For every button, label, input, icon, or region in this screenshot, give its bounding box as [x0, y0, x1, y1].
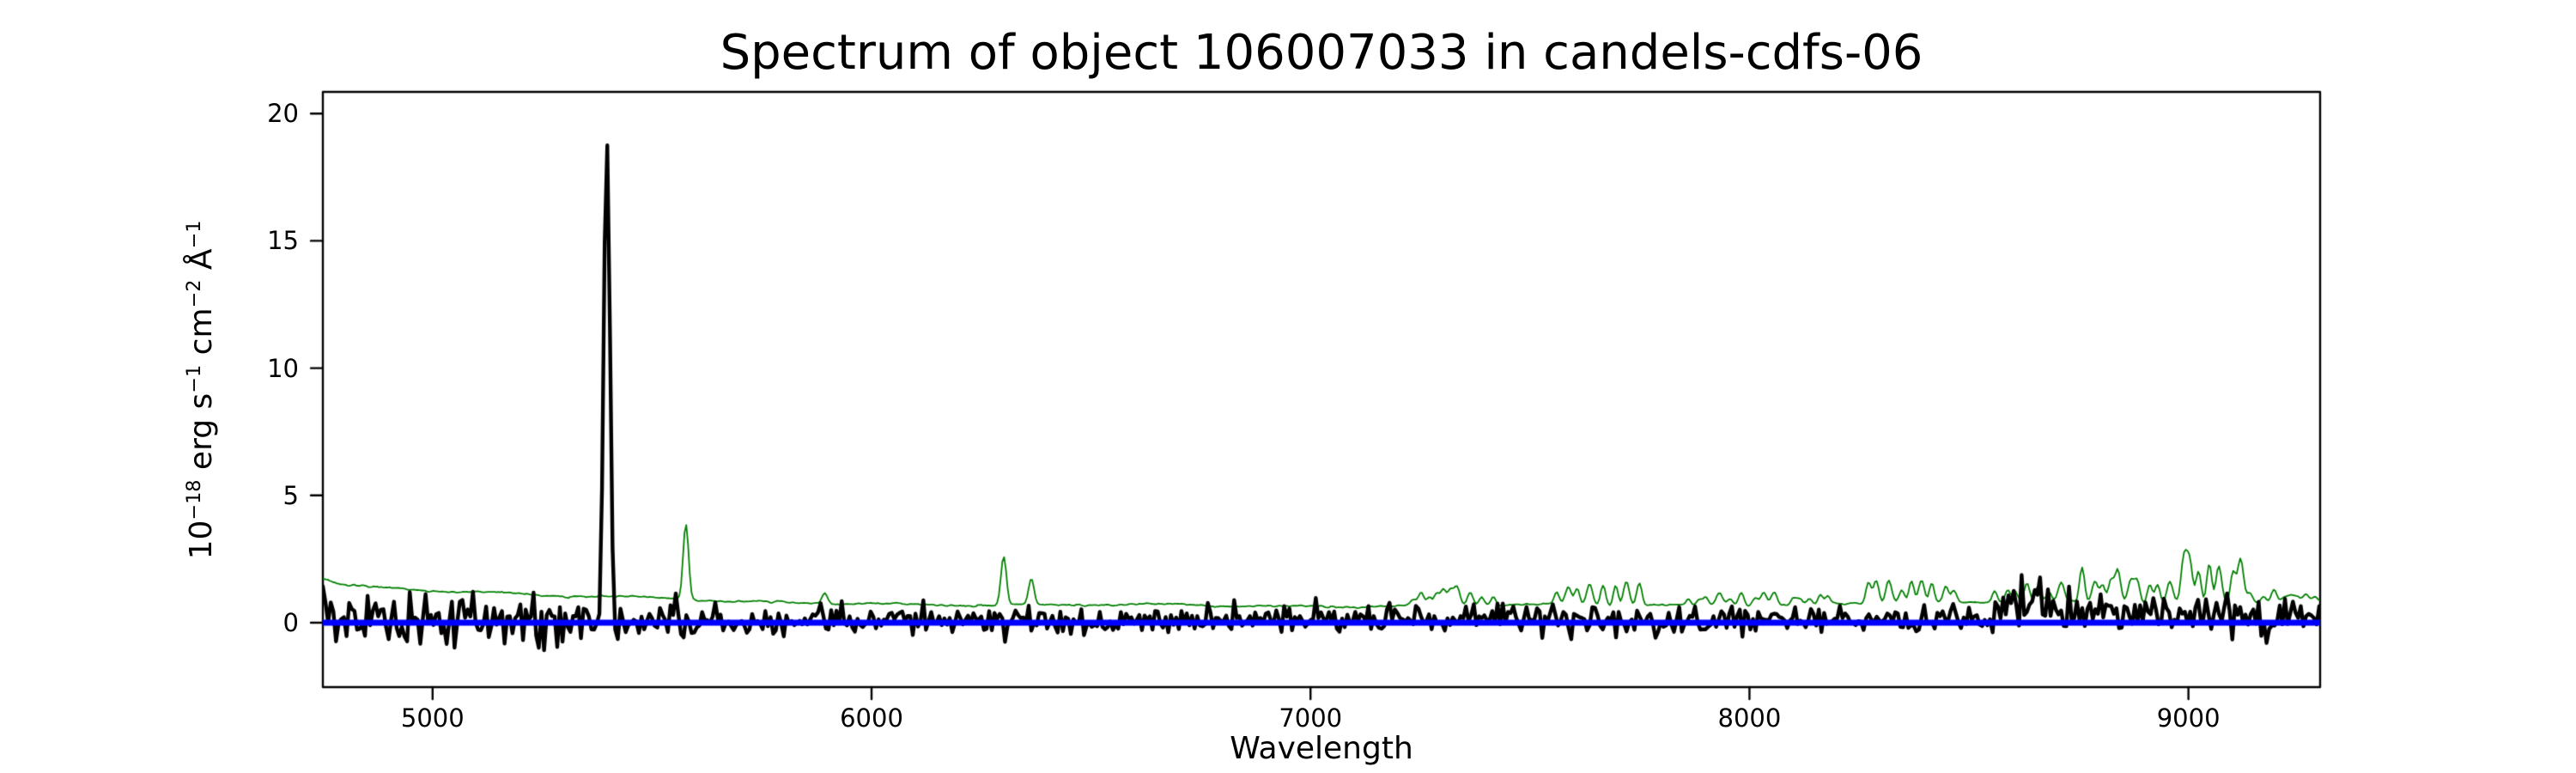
- y-axis-label-segment: erg s: [184, 393, 219, 480]
- x-tick-label-6000: 6000: [840, 703, 903, 733]
- chart-title: Spectrum of object 106007033 in candels-…: [720, 25, 1923, 81]
- x-tick-label-5000: 5000: [400, 703, 465, 733]
- y-tick-label-15: 15: [267, 226, 299, 256]
- y-axis-label-segment: 10: [184, 520, 219, 560]
- x-tick-label-9000: 9000: [2156, 703, 2221, 733]
- x-axis-label: Wavelength: [1230, 731, 1413, 766]
- y-axis-label-segment: −2: [183, 279, 205, 308]
- y-axis-label: 10−18 erg s−1 cm−2 Å−1: [174, 89, 219, 691]
- x-tick-label-8000: 8000: [1717, 703, 1782, 733]
- y-tick-label-5: 5: [283, 480, 299, 510]
- y-tick-label-0: 0: [283, 608, 299, 637]
- x-tick-label-7000: 7000: [1279, 703, 1343, 733]
- y-tick-label-10: 10: [267, 353, 299, 383]
- y-tick-label-20: 20: [267, 99, 299, 129]
